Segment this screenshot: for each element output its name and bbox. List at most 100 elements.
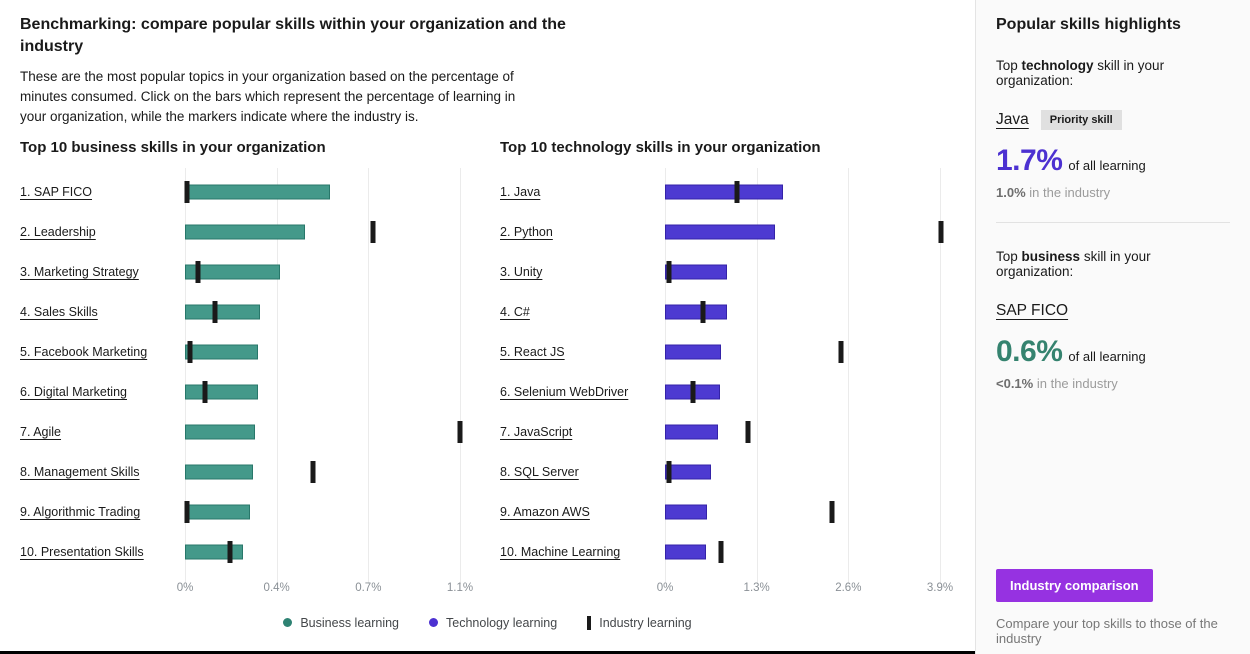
skill-row: 6. Selenium WebDriver <box>500 372 940 412</box>
business-industry-line: <0.1% in the industry <box>996 376 1230 391</box>
label-prefix: Top <box>996 58 1022 73</box>
skill-plot <box>665 532 940 572</box>
industry-marker <box>938 220 944 243</box>
axis-tick-label: 0.7% <box>355 581 382 594</box>
skill-plot <box>185 412 463 452</box>
skill-bar[interactable] <box>665 304 728 320</box>
skill-row: 1. Java <box>500 172 940 212</box>
skill-plot <box>185 332 460 372</box>
skill-label[interactable]: 9. Amazon AWS <box>500 504 590 519</box>
main-content: Benchmarking: compare popular skills wit… <box>0 16 975 654</box>
skill-bar[interactable] <box>665 224 775 240</box>
skill-label[interactable]: 6. Digital Marketing <box>20 384 127 399</box>
skill-row: 4. Sales Skills <box>20 292 460 332</box>
industry-comparison-button[interactable]: Industry comparison <box>996 569 1153 602</box>
industry-marker <box>838 340 844 363</box>
skill-bar[interactable] <box>185 464 253 480</box>
skill-bar[interactable] <box>185 504 250 520</box>
technology-value-line: 1.7% of all learning <box>996 144 1230 177</box>
skill-label[interactable]: 8. SQL Server <box>500 464 579 479</box>
skill-bar[interactable] <box>185 544 243 560</box>
skill-label[interactable]: 3. Marketing Strategy <box>20 264 139 279</box>
business-org-percentage: 0.6% <box>996 335 1063 368</box>
skill-bar[interactable] <box>185 304 260 320</box>
skill-bar[interactable] <box>185 184 330 200</box>
industry-marker <box>700 300 706 323</box>
industry-marker <box>718 540 724 563</box>
skill-bar[interactable] <box>665 544 706 560</box>
skill-bar[interactable] <box>185 424 255 440</box>
skill-plot <box>185 252 460 292</box>
charts-container: Top 10 business skills in your organizat… <box>20 139 955 598</box>
skill-label[interactable]: 1. Java <box>500 184 541 199</box>
page-description: These are the most popular topics in you… <box>20 69 516 124</box>
sidebar-footer-text: Compare your top skills to those of the … <box>996 616 1218 646</box>
skill-bar[interactable] <box>665 344 721 360</box>
skill-row: 7. Agile <box>20 412 463 452</box>
axis-tick-label: 0% <box>656 581 674 594</box>
axis-tick-label: 0% <box>176 581 194 594</box>
skill-label[interactable]: 8. Management Skills <box>20 464 140 479</box>
skill-link-sap-fico[interactable]: SAP FICO <box>996 302 1069 319</box>
skill-bar[interactable] <box>665 424 718 440</box>
skill-bar[interactable] <box>185 264 280 280</box>
skill-label[interactable]: 4. C# <box>500 304 530 319</box>
skill-row: 1. SAP FICO <box>20 172 460 212</box>
skill-bar[interactable] <box>665 504 708 520</box>
skill-label[interactable]: 2. Python <box>500 224 553 239</box>
business-value-line: 0.6% of all learning <box>996 335 1230 368</box>
skill-label[interactable]: 2. Leadership <box>20 224 96 239</box>
industry-marker <box>666 460 672 483</box>
skill-bar[interactable] <box>665 184 783 200</box>
skill-bar[interactable] <box>185 344 258 360</box>
industry-marker-icon <box>587 615 592 630</box>
skill-label[interactable]: 1. SAP FICO <box>20 184 93 199</box>
sidebar-footer: Industry comparison Compare your top ski… <box>996 569 1230 646</box>
axis-tick-label: 3.9% <box>926 581 954 594</box>
top-business-highlight: Top business skill in your organization:… <box>996 249 1230 391</box>
skill-label[interactable]: 5. React JS <box>500 344 565 359</box>
industry-marker <box>666 260 672 283</box>
axis-tick-label: 1.3% <box>743 581 770 594</box>
skill-bar[interactable] <box>185 224 305 240</box>
axis-tick-label: 1.1% <box>446 581 474 594</box>
skill-plot <box>184 492 460 532</box>
label-prefix: Top <box>996 249 1022 264</box>
skill-label[interactable]: 6. Selenium WebDriver <box>500 384 629 399</box>
sidebar-title: Popular skills highlights <box>996 16 1181 33</box>
skill-row: 10. Machine Learning <box>500 532 940 572</box>
skill-label[interactable]: 3. Unity <box>500 264 543 279</box>
skill-label[interactable]: 9. Algorithmic Trading <box>20 504 141 519</box>
skill-row: 2. Leadership <box>20 212 460 252</box>
business-chart-rows: 1. SAP FICO 2. Leadership 3. Marketing Str… <box>20 172 463 572</box>
skill-label[interactable]: 7. JavaScript <box>500 424 573 439</box>
skill-plot <box>185 292 460 332</box>
industry-marker <box>829 500 835 523</box>
skill-plot <box>185 372 460 412</box>
skill-bar[interactable] <box>665 464 711 480</box>
legend-item-technology: Technology learning <box>429 616 557 630</box>
industry-marker <box>184 180 190 203</box>
legend-item-industry: Industry learning <box>587 615 692 630</box>
skill-plot <box>665 252 940 292</box>
legend-item-business: Business learning <box>283 616 399 630</box>
industry-marker <box>184 500 190 523</box>
skill-label[interactable]: 4. Sales Skills <box>20 304 98 319</box>
skill-label[interactable]: 10. Presentation Skills <box>20 544 144 559</box>
skill-link-java[interactable]: Java <box>996 111 1029 128</box>
skill-row: 8. SQL Server <box>500 452 940 492</box>
skill-plot <box>665 172 940 212</box>
skill-row: 5. React JS <box>500 332 940 372</box>
technology-skills-chart: Top 10 technology skills in your organiz… <box>500 139 953 598</box>
industry-marker <box>212 300 218 323</box>
skill-bar[interactable] <box>185 384 258 400</box>
skill-row: 6. Digital Marketing <box>20 372 460 412</box>
skill-label[interactable]: 10. Machine Learning <box>500 544 621 559</box>
business-highlight-label: Top business skill in your organization: <box>996 249 1230 279</box>
label-suffix: skill in your organization: <box>996 249 1151 279</box>
skill-label[interactable]: 7. Agile <box>20 424 62 439</box>
sidebar-divider <box>996 222 1230 223</box>
skill-bar[interactable] <box>665 264 728 280</box>
skill-plot <box>184 172 460 212</box>
skill-label[interactable]: 5. Facebook Marketing <box>20 344 148 359</box>
